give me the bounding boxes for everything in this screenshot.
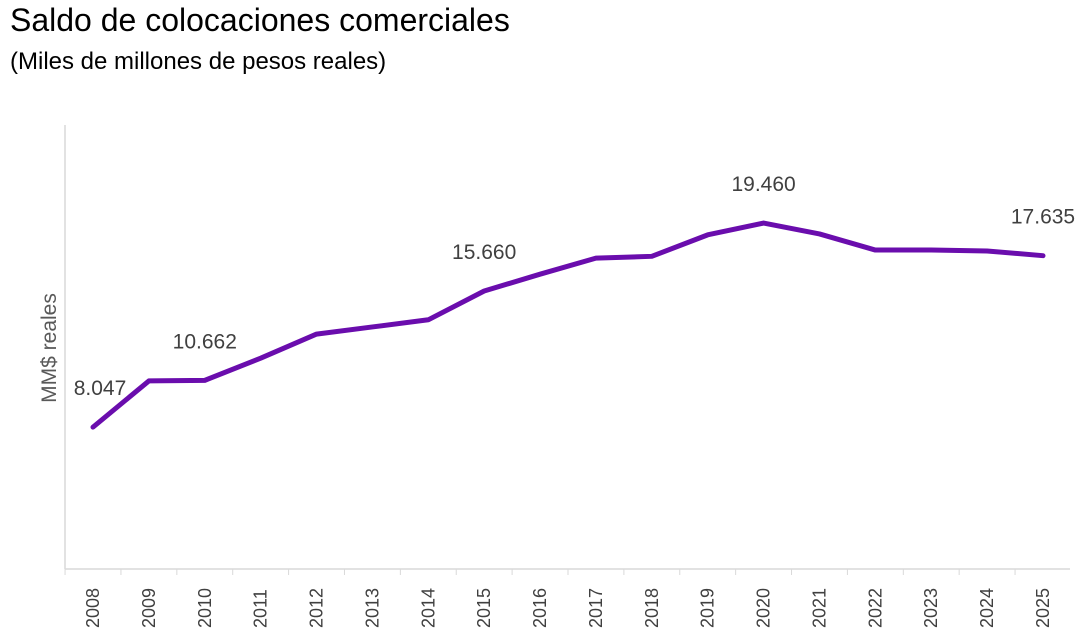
x-tick-label: 2025: [1033, 588, 1053, 628]
x-tick-label: 2016: [530, 588, 550, 628]
x-tick-label: 2012: [307, 588, 327, 628]
data-label-2010: 10.662: [173, 330, 237, 353]
y-axis-label: MM$ reales: [38, 293, 61, 403]
x-tick-label: 2008: [83, 588, 103, 628]
x-tick-label: 2013: [362, 588, 382, 628]
x-tick-label: 2015: [474, 588, 494, 628]
data-label-2025: 17.635: [1011, 206, 1075, 229]
x-tick-label: 2009: [139, 588, 159, 628]
x-tick-label: 2020: [754, 588, 774, 628]
x-tick-label: 2010: [195, 588, 215, 628]
x-tick-label: 2023: [921, 588, 941, 628]
chart-title: Saldo de colocaciones comerciales: [10, 2, 510, 38]
x-tick-label: 2011: [251, 589, 271, 628]
data-label-2020: 19.460: [731, 173, 795, 196]
chart-subtitle: (Miles de millones de pesos reales): [10, 48, 387, 75]
data-label-2015: 15.660: [452, 241, 516, 264]
x-tick-label: 2018: [642, 588, 662, 628]
x-tick-label: 2017: [586, 588, 606, 628]
x-tick-label: 2022: [865, 588, 885, 628]
x-tick-label: 2019: [698, 588, 718, 628]
x-tick-label: 2021: [809, 588, 829, 628]
data-label-2008: 8.047: [74, 377, 127, 400]
series-line: [90, 220, 1046, 430]
x-tick-label: 2024: [977, 588, 997, 628]
x-tick-label: 2014: [418, 588, 438, 628]
